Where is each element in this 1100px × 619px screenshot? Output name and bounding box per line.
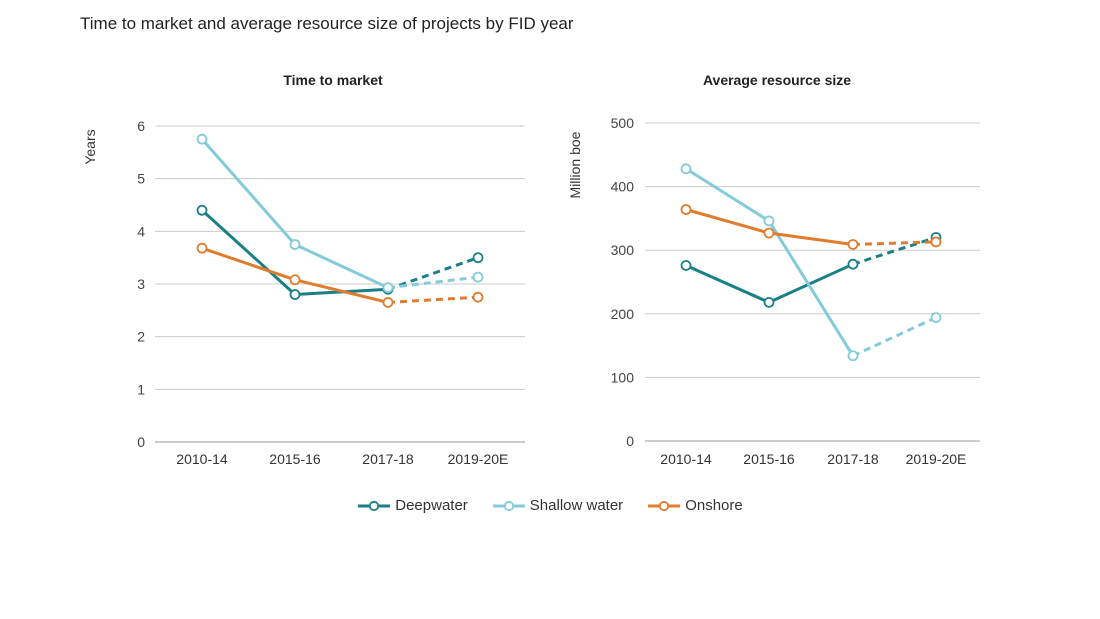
y-tick-label-time-to-market: 1 <box>137 381 145 397</box>
chart-title-average-resource-size: Average resource size <box>703 72 851 88</box>
series-line-projected-onshore-time-to-market <box>387 295 479 304</box>
data-point-deepwater-time-to-market <box>196 204 208 216</box>
legend: Deepwater Shallow water Onshore <box>0 497 1100 514</box>
legend-item-shallow-water: Shallow water <box>492 497 623 514</box>
data-point-deepwater-average-resource-size <box>763 296 775 308</box>
x-tick-label-average-resource-size: 2010-14 <box>660 451 712 467</box>
legend-item-onshore: Onshore <box>647 497 743 514</box>
y-axis-label-time-to-market: Years <box>82 129 98 164</box>
data-point-onshore-time-to-market <box>289 274 301 286</box>
chart-title-time-to-market: Time to market <box>283 72 383 88</box>
x-tick-label-time-to-market: 2010-14 <box>176 451 228 467</box>
data-point-shallow-water-time-to-market <box>289 239 301 250</box>
series-line-shallow-water-average-resource-size <box>684 167 855 358</box>
series-line-projected-deepwater-time-to-market <box>387 256 479 291</box>
y-tick-label-time-to-market: 5 <box>137 171 145 187</box>
x-tick-label-time-to-market: 2019-20E <box>448 451 509 467</box>
series-line-projected-shallow-water-time-to-market <box>387 275 479 290</box>
series-line-onshore-average-resource-size <box>684 207 855 246</box>
x-tick-label-average-resource-size: 2017-18 <box>827 451 879 467</box>
data-point-shallow-water-average-resource-size <box>680 163 692 175</box>
data-point-shallow-water-time-to-market <box>196 133 208 145</box>
y-tick-label-time-to-market: 0 <box>137 434 145 450</box>
legend-swatch-deepwater <box>358 500 391 511</box>
y-tick-label-time-to-market: 3 <box>137 276 145 292</box>
data-point-shallow-water-time-to-market <box>382 282 394 294</box>
data-point-shallow-water-average-resource-size <box>930 312 942 324</box>
data-point-deepwater-average-resource-size <box>847 258 859 270</box>
y-tick-label-average-resource-size: 400 <box>611 179 635 195</box>
legend-label: Onshore <box>685 497 743 514</box>
data-point-shallow-water-average-resource-size <box>847 350 859 362</box>
y-tick-label-average-resource-size: 200 <box>611 306 635 322</box>
legend-swatch-onshore <box>648 500 681 511</box>
x-tick-label-average-resource-size: 2015-16 <box>743 451 795 467</box>
data-point-deepwater-average-resource-size <box>680 260 692 271</box>
data-point-shallow-water-time-to-market <box>472 271 484 283</box>
y-tick-label-time-to-market: 2 <box>137 329 145 345</box>
data-point-onshore-time-to-market <box>472 291 484 303</box>
y-tick-label-average-resource-size: 300 <box>611 242 635 258</box>
series-line-projected-deepwater-average-resource-size <box>852 236 937 266</box>
data-point-shallow-water-average-resource-size <box>763 215 775 227</box>
series-line-projected-onshore-average-resource-size <box>852 240 937 246</box>
y-axis-label-average-resource-size: Million boe <box>567 131 583 198</box>
y-tick-label-time-to-market: 4 <box>137 223 145 239</box>
data-point-onshore-average-resource-size <box>680 204 692 215</box>
y-tick-label-time-to-market: 6 <box>137 118 145 134</box>
data-point-onshore-time-to-market <box>382 297 394 308</box>
x-tick-label-time-to-market: 2015-16 <box>269 451 321 467</box>
data-point-deepwater-time-to-market <box>472 252 484 264</box>
data-point-onshore-average-resource-size <box>930 236 942 248</box>
page-title: Time to market and average resource size… <box>80 14 574 33</box>
x-tick-label-average-resource-size: 2019-20E <box>906 451 967 467</box>
data-point-deepwater-time-to-market <box>289 289 301 300</box>
series-line-deepwater-average-resource-size <box>684 262 855 304</box>
series-line-shallow-water-time-to-market <box>200 137 390 290</box>
legend-item-deepwater: Deepwater <box>357 497 468 514</box>
y-tick-label-average-resource-size: 500 <box>611 115 635 131</box>
data-point-onshore-time-to-market <box>196 242 208 254</box>
y-tick-label-average-resource-size: 0 <box>626 433 634 449</box>
data-point-onshore-average-resource-size <box>847 239 859 250</box>
data-point-onshore-average-resource-size <box>763 227 775 239</box>
legend-label: Deepwater <box>395 497 468 514</box>
legend-label: Shallow water <box>529 497 624 514</box>
y-tick-label-average-resource-size: 100 <box>611 369 635 385</box>
x-tick-label-time-to-market: 2017-18 <box>362 451 414 467</box>
series-line-projected-shallow-water-average-resource-size <box>852 316 937 358</box>
legend-swatch-shallow-water <box>492 500 525 511</box>
